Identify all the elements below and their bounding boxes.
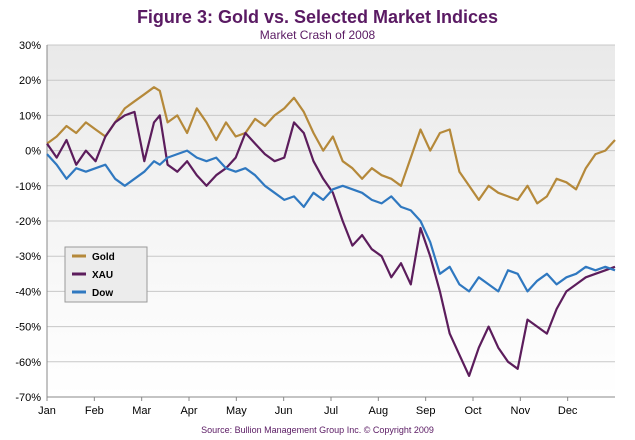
chart-subtitle: Market Crash of 2008 (259, 28, 376, 42)
x-tick-label: Jan (38, 405, 56, 417)
x-tick-label: Jul (324, 405, 338, 417)
x-axis: Jan Feb Mar Apr May Jun Jul Aug Sep Oct Nov Dec (38, 397, 578, 417)
x-tick-label: May (226, 405, 247, 417)
y-tick-label: -40% (15, 286, 41, 298)
y-tick-label: 30% (19, 40, 41, 52)
legend: Gold XAU Dow (64, 246, 148, 303)
y-axis: 30% 20% 10% 0% -10% -20% -30% -40% -50% -60% -70% (15, 40, 615, 404)
chart-svg: 30%20%10%0%-10%-20%-30%-40%-50%-60%-70% … (15, 40, 616, 417)
legend-label-gold: Gold (92, 252, 115, 263)
y-tick-label: -10% (15, 181, 41, 193)
x-tick-label: Feb (85, 405, 104, 417)
series-line-xau (46, 110, 616, 377)
legend-label-xau: XAU (92, 270, 113, 281)
y-tick-label: -20% (15, 216, 41, 228)
x-tick-label: Oct (464, 405, 481, 417)
x-tick-label: Sep (416, 405, 436, 417)
series-lines (46, 86, 616, 377)
x-tick-label: Nov (511, 405, 531, 417)
y-tick-label: -30% (15, 251, 41, 263)
x-tick-label: Mar (132, 405, 151, 417)
y-tick-label: 10% (19, 110, 41, 122)
x-tick-label: Aug (369, 405, 389, 417)
series-line-gold (46, 86, 616, 205)
x-tick-label: Dec (558, 405, 578, 417)
source-note: Source: Bullion Management Group Inc. © … (201, 425, 434, 435)
legend-label-dow: Dow (92, 288, 113, 299)
y-tick-label: 0% (25, 146, 41, 158)
series-line-dow (46, 149, 616, 293)
x-tick-label: Jun (275, 405, 293, 417)
y-tick-label: 20% (19, 75, 41, 87)
y-tick-label: -70% (15, 392, 41, 404)
y-tick-label: -60% (15, 357, 41, 369)
chart-title: Figure 3: Gold vs. Selected Market Indic… (136, 7, 499, 27)
x-tick-label: Apr (180, 405, 197, 417)
y-tick-label: -50% (15, 322, 41, 334)
